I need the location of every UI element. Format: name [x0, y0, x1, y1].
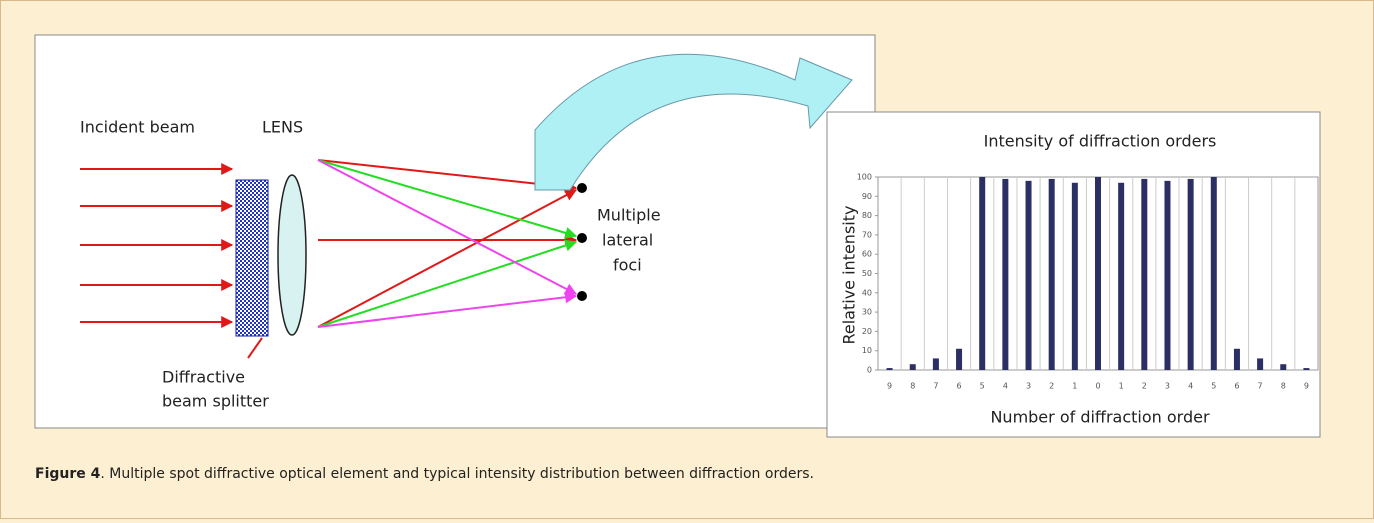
beam-splitter-label: Diffractive [162, 368, 245, 387]
bar [1257, 358, 1264, 370]
bar [1210, 177, 1217, 370]
pointer [247, 337, 263, 359]
bar [1303, 368, 1310, 370]
y-tick-label: 80 [862, 211, 872, 220]
bar [886, 368, 893, 370]
bar [1187, 178, 1194, 370]
x-tick-label: 1 [1119, 382, 1124, 391]
x-axis-title: Number of diffraction order [990, 408, 1209, 427]
y-tick-label: 50 [862, 269, 872, 278]
rays [317, 159, 578, 328]
x-tick-label: 0 [1095, 382, 1100, 391]
x-tick-label: 2 [1049, 382, 1054, 391]
x-tick-label: 6 [957, 382, 962, 391]
lens-label: LENS [262, 118, 303, 137]
bar [979, 177, 986, 370]
caption: Figure 4. Multiple spot diffractive opti… [35, 466, 814, 482]
curved-arrow [534, 53, 853, 191]
bar [932, 358, 939, 370]
bar [1002, 178, 1009, 370]
y-tick-label: 0 [867, 366, 872, 375]
x-tick-label: 7 [1258, 382, 1263, 391]
x-tick-label: 5 [980, 382, 985, 391]
bar [1071, 182, 1078, 370]
x-tick-label: 3 [1026, 382, 1031, 391]
x-tick-label: 4 [1003, 382, 1008, 391]
bar [1141, 178, 1148, 370]
incident-beam-label: Incident beam [80, 118, 195, 137]
x-tick-label: 7 [933, 382, 938, 391]
bar [1095, 177, 1101, 370]
chart-title: Intensity of diffraction orders [984, 132, 1217, 151]
beam-splitter [235, 179, 269, 337]
y-tick-label: 60 [862, 250, 872, 259]
x-tick-label: 5 [1211, 382, 1216, 391]
y-tick-label: 10 [862, 346, 872, 355]
incident-beams [80, 163, 234, 328]
y-tick-label: 70 [862, 230, 872, 239]
x-tick-label: 1 [1072, 382, 1077, 391]
x-tick-label: 8 [910, 382, 915, 391]
x-tick-label: 6 [1234, 382, 1239, 391]
foci [577, 183, 587, 301]
caption-text: . Multiple spot diffractive optical elem… [100, 466, 814, 482]
y-axis-title: Relative intensity [840, 206, 859, 345]
beam-splitter-label: beam splitter [162, 392, 269, 411]
bar [909, 364, 916, 370]
x-tick-label: 2 [1142, 382, 1147, 391]
x-tick-label: 9 [887, 382, 892, 391]
x-tick-label: 9 [1304, 382, 1309, 391]
bar [1118, 182, 1125, 370]
bar [1280, 364, 1287, 370]
x-tick-label: 4 [1188, 382, 1193, 391]
bar [1048, 178, 1055, 370]
y-tick-label: 40 [862, 288, 872, 297]
x-tick-label: 8 [1281, 382, 1286, 391]
caption-label: Figure 4 [35, 466, 101, 482]
lens [277, 174, 307, 336]
foci-label: Multiple [597, 206, 661, 225]
y-tick-label: 20 [862, 327, 872, 336]
foci-label: lateral [602, 231, 653, 250]
y-tick-label: 100 [857, 173, 872, 182]
y-tick-label: 30 [862, 308, 872, 317]
bar [1233, 348, 1240, 370]
bar [956, 348, 963, 370]
foci-label: foci [613, 256, 642, 275]
y-tick-label: 90 [862, 192, 872, 201]
x-tick-label: 3 [1165, 382, 1170, 391]
bar [1164, 180, 1171, 370]
bar [1025, 180, 1032, 370]
